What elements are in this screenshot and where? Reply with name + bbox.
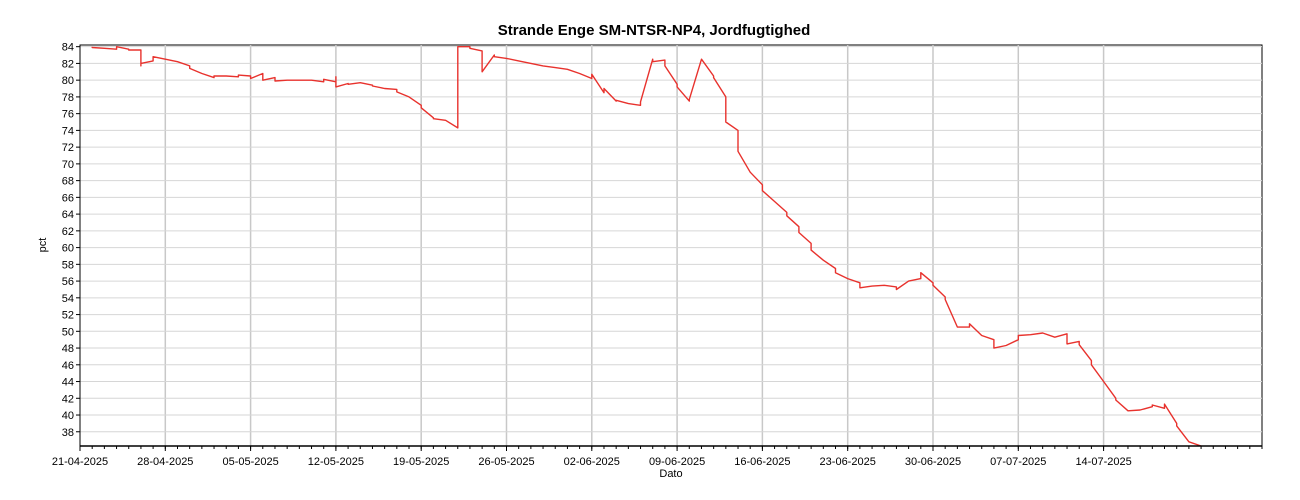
x-tick-label: 23-06-2025 [820,456,876,468]
y-tick-label: 66 [62,192,74,204]
x-tick-label: 14-07-2025 [1075,456,1131,468]
y-gridlines [80,46,1262,433]
y-tick-labels: 38 40 42 44 46 48 50 52 54 56 58 60 62 64 66 68 70 72 74 76… [62,42,80,439]
x-tick-label: 28-04-2025 [137,456,193,468]
y-tick-label: 68 [62,176,74,188]
y-tick-label: 74 [62,125,74,137]
y-tick-label: 80 [62,75,74,87]
y-tick-label: 72 [62,142,74,154]
y-tick-label: 42 [62,393,74,405]
y-tick-label: 50 [62,326,74,338]
x-tick-label: 16-06-2025 [734,456,790,468]
y-tick-label: 60 [62,243,74,255]
plot-area [79,44,1263,447]
x-axis-label: Dato [659,468,682,480]
y-tick-label: 62 [62,226,74,238]
y-tick-label: 78 [62,92,74,104]
y-tick-label: 84 [62,42,74,54]
series-line [91,46,1202,447]
y-axis-label: pct [37,238,49,253]
y-tick-label: 48 [62,343,74,355]
x-tick-label: 05-05-2025 [222,456,278,468]
y-tick-label: 76 [62,109,74,121]
y-tick-label: 44 [62,377,74,389]
y-tick-label: 58 [62,259,74,271]
x-tick-labels: 21-04-2025 28-04-2025 05-05-2025 12-05-2025… [52,446,1132,468]
y-tick-label: 40 [62,410,74,422]
x-tick-label: 12-05-2025 [308,456,364,468]
x-tick-label: 30-06-2025 [905,456,961,468]
chart-title: Strande Enge SM-NTSR-NP4, Jordfugtighed [498,22,811,39]
x-tick-label: 26-05-2025 [478,456,534,468]
x-tick-label: 07-07-2025 [990,456,1046,468]
y-tick-label: 54 [62,293,74,305]
x-tick-label: 02-06-2025 [564,456,620,468]
x-tick-label: 19-05-2025 [393,456,449,468]
x-gridlines [164,45,1105,446]
x-tick-label: 09-06-2025 [649,456,705,468]
series-layer [91,46,1202,447]
y-tick-label: 38 [62,427,74,439]
y-tick-label: 56 [62,276,74,288]
y-tick-label: 52 [62,310,74,322]
y-tick-label: 70 [62,159,74,171]
y-tick-label: 46 [62,360,74,372]
y-tick-label: 82 [62,58,74,70]
y-tick-label: 64 [62,209,74,221]
x-tick-label: 21-04-2025 [52,456,108,468]
